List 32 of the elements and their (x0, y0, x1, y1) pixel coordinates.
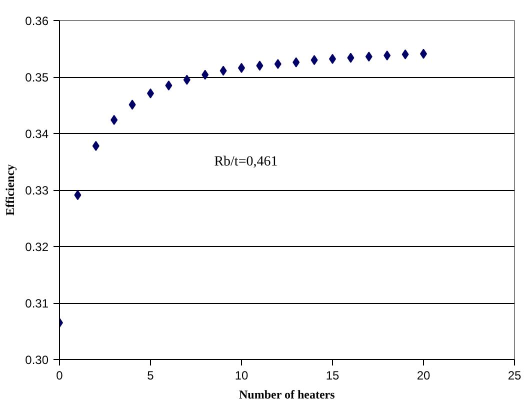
x-axis-title: Number of heaters (239, 388, 336, 402)
y-tick-label: 0.30 (25, 353, 49, 367)
point (310, 55, 318, 66)
point (92, 140, 100, 151)
y-axis-title: Efficiency (3, 164, 18, 216)
y-tick-label: 0.35 (25, 70, 49, 84)
y-tick-label: 0.31 (25, 296, 49, 310)
x-tick-label: 20 (416, 368, 430, 382)
point (110, 114, 118, 125)
x-tick-label: 0 (56, 368, 64, 382)
y-tick-label: 0.32 (25, 240, 49, 254)
point (202, 70, 209, 80)
point (183, 74, 190, 85)
point (165, 80, 172, 90)
y-tick-label: 0.34 (25, 127, 49, 141)
point (256, 60, 264, 71)
point (365, 52, 372, 62)
point (274, 59, 282, 70)
point (292, 57, 300, 68)
point (402, 49, 409, 60)
point (384, 50, 391, 61)
x-tick-label: 15 (326, 368, 340, 382)
y-tick-label: 0.36 (25, 14, 49, 28)
x-tick-label: 5 (147, 368, 154, 382)
point (347, 52, 354, 63)
annotation: Rb/t=0,461 (214, 154, 278, 170)
point (74, 190, 82, 200)
y-tick-label: 0.33 (25, 184, 49, 198)
point (220, 66, 227, 76)
x-tick-label: 25 (508, 368, 522, 382)
point (128, 100, 136, 110)
x-tick-label: 10 (234, 368, 248, 382)
